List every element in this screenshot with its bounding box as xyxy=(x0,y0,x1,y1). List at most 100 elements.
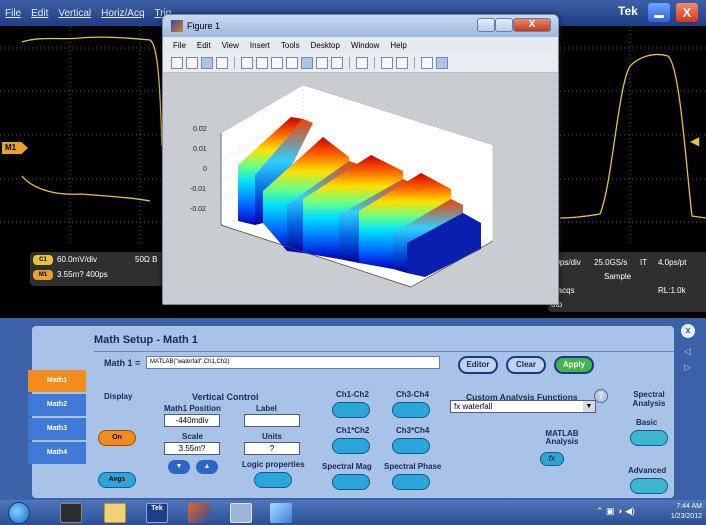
figure-menu-edit[interactable]: Edit xyxy=(196,40,211,50)
advanced-button[interactable] xyxy=(630,478,668,494)
z-tick-label: 0.02 xyxy=(193,126,207,133)
figure-menu-file[interactable]: File xyxy=(173,40,186,50)
figure-canvas[interactable]: 0.02 0.01 0 -0.01 -0.02 xyxy=(163,73,559,305)
ch3-times-ch4-button[interactable] xyxy=(392,438,430,454)
ch1-times-ch2-button[interactable] xyxy=(332,438,370,454)
clear-button[interactable]: Clear xyxy=(506,356,546,374)
panel-collapse-icon[interactable]: ◁ xyxy=(684,346,691,356)
waveform-trace-right xyxy=(559,53,706,219)
waterfall-plot[interactable]: 0.02 0.01 0 -0.01 -0.02 xyxy=(163,73,559,305)
save-icon[interactable] xyxy=(201,56,213,69)
scale-up-icon[interactable]: ▲ xyxy=(196,460,218,474)
toolbar-separator xyxy=(414,56,415,69)
new-figure-icon[interactable] xyxy=(171,56,183,69)
figure-menu-desktop[interactable]: Desktop xyxy=(310,40,340,50)
link-plot-icon[interactable] xyxy=(356,56,368,69)
brush-icon[interactable] xyxy=(331,56,343,69)
print-icon[interactable] xyxy=(216,56,228,69)
channel-readout[interactable]: C1 60.0mV/div M1 3.55m? 400ps 50Ω B xyxy=(30,252,165,286)
avgs-button[interactable]: Avgs xyxy=(98,472,136,488)
pan-icon[interactable] xyxy=(286,56,298,69)
ch1-impedance-value: 50Ω xyxy=(135,255,150,264)
figure-maximize-button[interactable] xyxy=(495,18,513,32)
image-viewer-icon[interactable] xyxy=(230,503,252,523)
waveform-trace-left xyxy=(21,36,163,202)
tab-math3[interactable]: Math3 xyxy=(28,418,86,440)
menu-vertical[interactable]: Vertical xyxy=(58,7,92,19)
display-on-button[interactable]: On xyxy=(98,430,136,446)
spectral-mag-button[interactable] xyxy=(332,474,370,490)
scale-field[interactable]: 3.55m? xyxy=(164,442,220,455)
editor-button[interactable]: Editor xyxy=(458,356,498,374)
menu-trig[interactable]: Trig xyxy=(154,7,172,19)
apply-button[interactable]: Apply xyxy=(554,356,594,374)
paint-icon[interactable] xyxy=(270,503,292,523)
legend-icon[interactable] xyxy=(396,56,408,69)
label-field-label: Label xyxy=(256,404,277,413)
matlab-app-icon[interactable] xyxy=(188,503,210,523)
advanced-label: Advanced xyxy=(628,466,667,475)
clock[interactable]: 7:44 AM 1/23/2012 xyxy=(668,502,702,522)
minimize-icon[interactable] xyxy=(648,3,670,22)
position-field[interactable]: -440mdiv xyxy=(164,414,220,427)
figure-minimize-button[interactable] xyxy=(477,18,495,32)
math-expression-input[interactable]: MATLAB("waterfall",Ch1,Ch2) xyxy=(146,356,440,369)
zoom-out-icon[interactable] xyxy=(271,56,283,69)
figure-menu-insert[interactable]: Insert xyxy=(249,40,270,50)
figure-menu-window[interactable]: Window xyxy=(350,40,380,50)
terminal-icon[interactable] xyxy=(60,503,82,523)
custom-function-dropdown[interactable]: fx waterfall ▼ xyxy=(450,400,596,413)
figure-menu-help[interactable]: Help xyxy=(390,40,407,50)
matlab-figure-window[interactable]: Figure 1 X File Edit View Insert Tools D… xyxy=(162,14,559,305)
custom-analysis-label: Custom Analysis Functions xyxy=(466,392,578,402)
panel-expand-icon[interactable]: ▷ xyxy=(684,362,691,372)
figure-close-button[interactable]: X xyxy=(513,18,551,32)
basic-button[interactable] xyxy=(630,430,668,446)
tab-math2[interactable]: Math2 xyxy=(28,394,86,416)
acq-mode-it: IT xyxy=(640,258,648,267)
logic-properties-button[interactable] xyxy=(254,472,292,488)
menu-file[interactable]: File xyxy=(5,7,22,19)
rotate-3d-icon[interactable] xyxy=(301,56,313,69)
ch1-minus-ch2-label: Ch1-Ch2 xyxy=(336,390,369,399)
ch3-times-ch4-label: Ch3*Ch4 xyxy=(396,426,430,435)
figure-menu-tools[interactable]: Tools xyxy=(280,40,300,50)
data-cursor-icon[interactable] xyxy=(316,56,328,69)
folder-icon[interactable] xyxy=(104,503,126,523)
tek-scope-app-icon[interactable]: Tek xyxy=(146,503,168,523)
label-field[interactable] xyxy=(244,414,300,427)
figure-title-bar[interactable]: Figure 1 xyxy=(163,15,558,37)
ch3-minus-ch4-button[interactable] xyxy=(392,402,430,418)
open-file-icon[interactable] xyxy=(186,56,198,69)
menu-horiz-acq[interactable]: Horiz/Acq xyxy=(101,7,145,19)
math-tabs: Math1 Math2 Math3 Math4 xyxy=(28,370,86,466)
spectral-phase-button[interactable] xyxy=(392,474,430,490)
z-tick-label: -0.02 xyxy=(190,206,206,213)
m1-marker[interactable]: M1 xyxy=(2,142,28,154)
help-icon[interactable]: ? xyxy=(594,389,608,403)
vertical-control-label: Vertical Control xyxy=(192,392,259,402)
tab-math1[interactable]: Math1 xyxy=(28,370,86,392)
edit-plot-icon[interactable] xyxy=(241,56,253,69)
resolution: 4.0ps/pt xyxy=(658,258,687,267)
panel-close-button[interactable]: x xyxy=(681,324,695,338)
matlab-fx-button[interactable]: fx xyxy=(540,452,564,466)
display-label: Display xyxy=(104,392,133,401)
ch1-minus-ch2-button[interactable] xyxy=(332,402,370,418)
system-tray[interactable]: ⌃ ▣ ◑ ◀) xyxy=(596,506,635,516)
hide-plot-tools-icon[interactable] xyxy=(421,56,433,69)
start-button[interactable] xyxy=(8,502,30,524)
close-button[interactable]: X xyxy=(676,3,698,22)
menu-edit[interactable]: Edit xyxy=(31,7,49,19)
figure-menu-view[interactable]: View xyxy=(221,40,239,50)
zoom-in-icon[interactable] xyxy=(256,56,268,69)
scale-down-icon[interactable]: ▼ xyxy=(168,460,190,474)
units-field[interactable]: ? xyxy=(244,442,300,455)
tab-math4[interactable]: Math4 xyxy=(28,442,86,464)
acquisition-readout[interactable]: 10ps/div 25.0GS/s IT 4.0ps/pt Sample 9 a… xyxy=(548,252,706,312)
show-plot-tools-icon[interactable] xyxy=(436,56,448,69)
panel-header-divider xyxy=(94,351,674,352)
colorbar-icon[interactable] xyxy=(381,56,393,69)
clock-time: 7:44 AM xyxy=(676,503,702,510)
math-setup-panel: Math Setup - Math 1 x ◁ ▷ Math1 Math2 Ma… xyxy=(0,318,706,500)
